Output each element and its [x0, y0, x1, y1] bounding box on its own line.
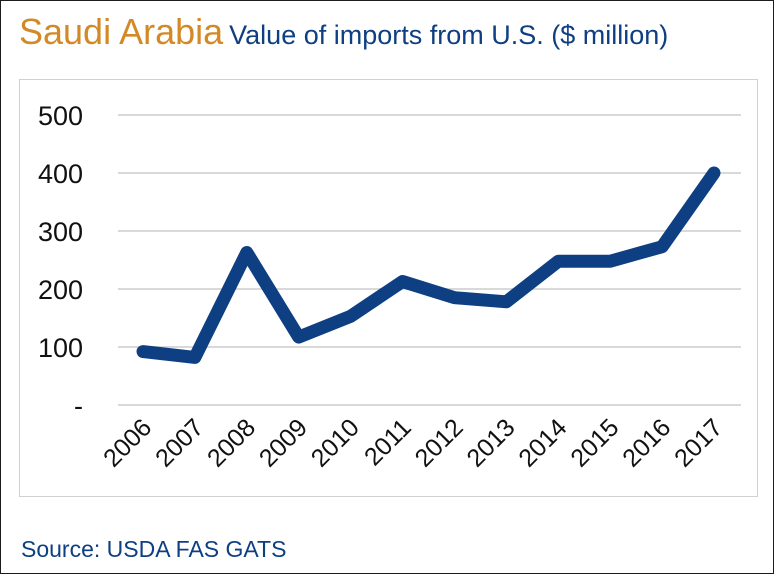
data-point	[191, 354, 198, 361]
data-point	[659, 243, 666, 250]
data-point	[399, 278, 406, 285]
y-tick-label: -	[74, 391, 83, 421]
data-point	[347, 313, 354, 320]
chart-header: Saudi Arabia Value of imports from U.S. (…	[19, 11, 668, 53]
data-point	[295, 334, 302, 341]
x-tick-label: 2008	[202, 413, 261, 472]
x-tick-label: 2015	[565, 413, 624, 472]
x-tick-label: 2011	[359, 413, 417, 471]
data-point	[607, 258, 614, 265]
x-tick-label: 2013	[461, 413, 520, 472]
x-tick-label: 2007	[150, 413, 209, 472]
source-note: Source: USDA FAS GATS	[21, 536, 287, 562]
country-title: Saudi Arabia	[19, 11, 224, 52]
x-tick-label: 2017	[669, 413, 728, 472]
y-tick-label: 500	[38, 101, 83, 131]
y-tick-label: 400	[38, 159, 83, 189]
series-line	[136, 166, 721, 364]
y-tick-label: 100	[38, 333, 83, 363]
data-point	[503, 298, 510, 305]
data-point	[243, 249, 250, 256]
chart-subtitle: Value of imports from U.S. ($ million)	[229, 20, 669, 50]
data-point	[451, 294, 458, 301]
data-point	[140, 348, 146, 355]
y-tick-label: 300	[38, 217, 83, 247]
x-tick-label: 2010	[306, 413, 365, 472]
x-tick-label: 2006	[98, 413, 157, 472]
x-tick-label: 2016	[617, 413, 676, 472]
data-point	[555, 258, 562, 265]
y-tick-label: 200	[38, 275, 83, 305]
x-tick-label: 2014	[513, 413, 572, 472]
x-tick-label: 2012	[410, 413, 469, 472]
x-tick-label: 2009	[254, 413, 313, 472]
data-point	[711, 170, 717, 176]
